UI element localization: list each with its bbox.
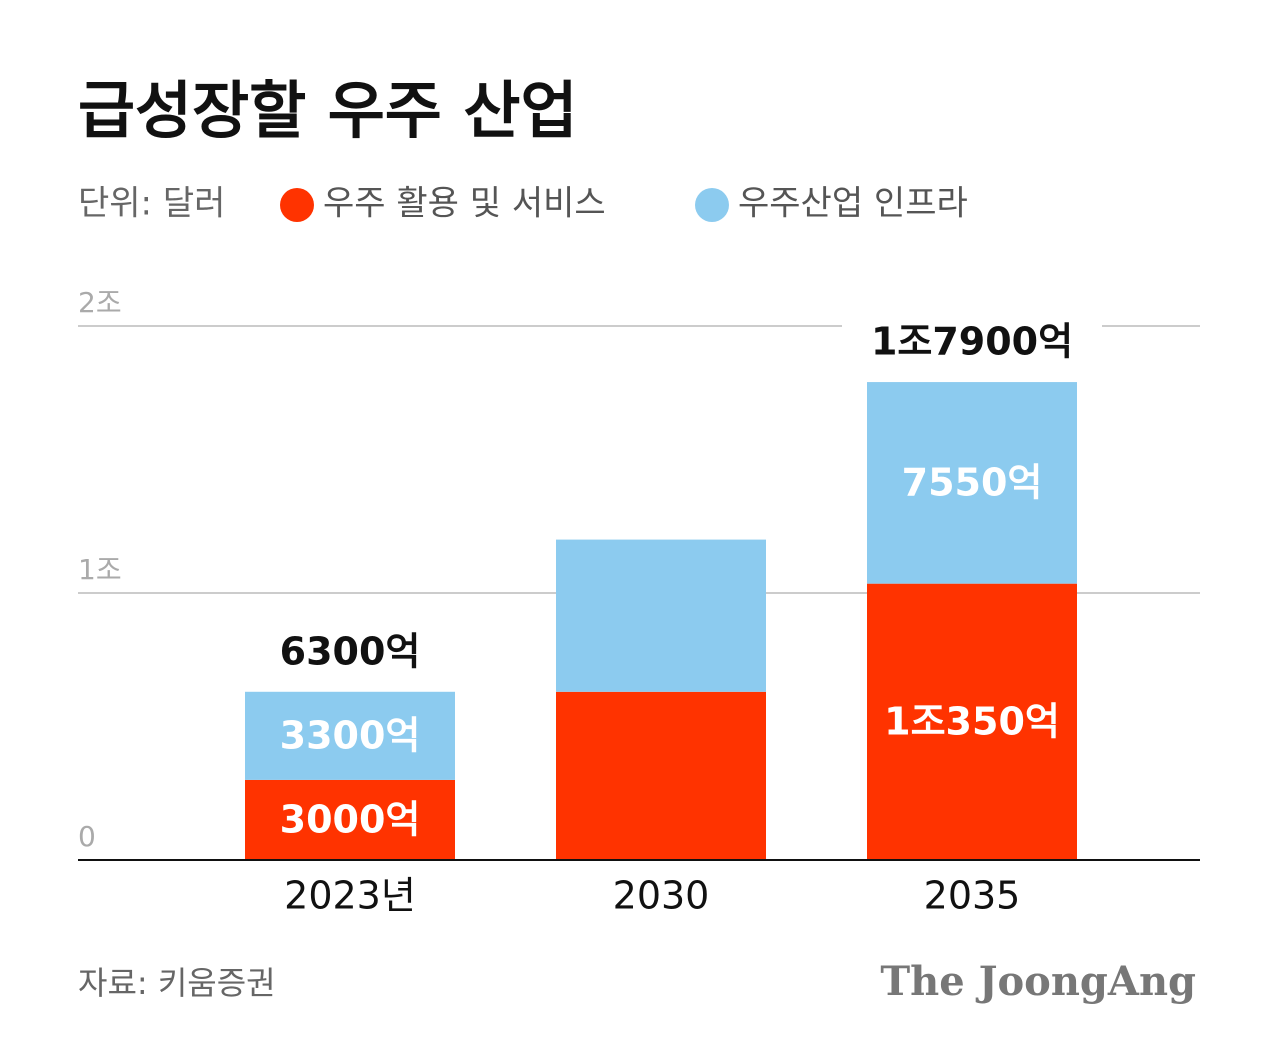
brand: The JoongAng [880, 958, 1196, 1005]
value-label: 3000억 [280, 797, 421, 841]
y-tick-label: 2조 [78, 286, 122, 319]
y-tick-label: 0 [78, 820, 96, 853]
bar-segment [245, 691, 455, 780]
value-label: 1조350억 [884, 699, 1060, 743]
legend-swatch [695, 188, 729, 222]
legend-swatch [280, 188, 314, 222]
bar-segment [556, 539, 766, 692]
bar-segment [867, 382, 1077, 584]
legend-label: 우주 활용 및 서비스 [323, 184, 606, 224]
value-label: 3300억 [280, 713, 421, 757]
x-tick-label: 2035 [924, 874, 1021, 918]
total-label: 1조7900억 [871, 320, 1073, 364]
total-label-bg [220, 627, 480, 680]
unit-label: 단위: 달러 [78, 184, 225, 224]
total-label-bg [842, 318, 1102, 371]
bar-segment [867, 583, 1077, 860]
x-tick-label: 2023년 [284, 874, 416, 918]
bar-segment [245, 779, 455, 860]
bar-segment [556, 691, 766, 860]
source: 자료: 키움증권 [78, 964, 276, 1002]
y-tick-label: 1조 [78, 553, 122, 586]
total-label: 6300억 [280, 629, 421, 673]
chart-title: 급성장할 우주 산업 [78, 74, 578, 147]
value-label: 7550억 [902, 460, 1043, 504]
legend-label: 우주산업 인프라 [738, 184, 968, 224]
x-tick-label: 2030 [613, 874, 710, 918]
